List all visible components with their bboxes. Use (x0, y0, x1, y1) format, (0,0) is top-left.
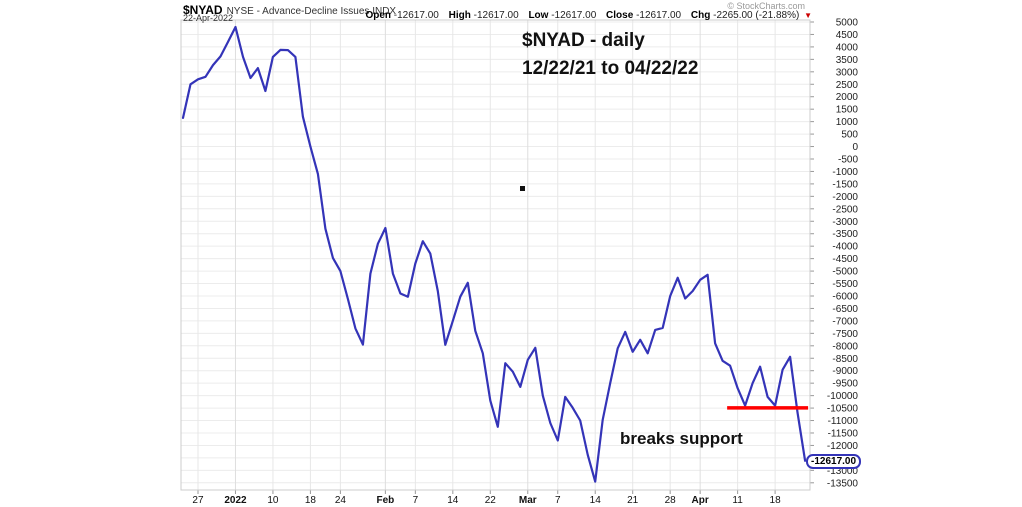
y-axis-label: -12000 (827, 441, 859, 452)
y-axis-label: -11000 (828, 416, 859, 427)
y-axis-label: -9500 (832, 379, 858, 390)
y-axis-label: -2000 (832, 192, 858, 203)
down-arrow-icon: ▼ (804, 11, 812, 20)
y-axis-label: 5000 (836, 18, 859, 29)
y-axis-label: -5500 (832, 279, 858, 290)
y-axis-label: 4500 (836, 30, 859, 41)
low-value: -12617.00 (551, 10, 597, 21)
y-axis-label: -10000 (827, 391, 859, 402)
plot-frame (180, 19, 811, 491)
chart-date: 22-Apr-2022 (183, 13, 234, 23)
high-label: High (448, 10, 471, 21)
y-axis-label: -1000 (832, 167, 858, 178)
low-label: Low (528, 10, 549, 21)
price-line (181, 25, 807, 483)
x-axis-label: Mar (519, 495, 537, 506)
y-axis-label: -13500 (827, 478, 859, 489)
open-value: -12617.00 (393, 10, 439, 21)
y-axis-label: 1000 (836, 117, 859, 128)
y-axis-label: 4000 (836, 42, 859, 53)
y-axis-label: -10500 (827, 404, 859, 415)
y-axis-label: -8000 (832, 341, 858, 352)
y-axis-label: -6500 (832, 304, 858, 315)
x-axis-label: 7 (555, 495, 561, 506)
y-axis-label: -6000 (832, 291, 858, 302)
x-axis-label: 10 (267, 495, 279, 506)
close-value: -12617.00 (636, 10, 682, 21)
annotation-breaks-support: breaks support (620, 429, 743, 448)
last-price-badge: -12617.00 (806, 454, 862, 469)
y-axis-label: -3500 (832, 229, 858, 240)
x-axis-label: 11 (732, 495, 743, 506)
chg-label: Chg (690, 10, 711, 21)
y-axis-label: 3000 (836, 67, 859, 78)
y-axis-label: -1500 (832, 179, 858, 190)
y-axis-label: 2500 (836, 80, 859, 91)
x-axis-label: 18 (770, 495, 782, 506)
high-value: -12617.00 (473, 10, 519, 21)
x-axis-label: 27 (192, 495, 204, 506)
y-axis-label: 3500 (836, 55, 859, 66)
x-axis-label: 24 (335, 495, 347, 506)
chart-header: $NYAD NYSE - Advance-Decline Issues INDX (183, 1, 396, 19)
chg-value: -2265.00 (-21.88%) (713, 10, 800, 21)
y-axis-label: 0 (852, 142, 858, 153)
x-axis-label: Apr (692, 495, 709, 506)
x-axis-label: 21 (627, 495, 639, 506)
x-axis-label: 14 (447, 495, 459, 506)
x-axis-label: 18 (305, 495, 317, 506)
annotation-dot (520, 186, 525, 191)
y-axis-label: -7000 (832, 316, 858, 327)
y-axis-label: -500 (838, 154, 858, 165)
close-label: Close (606, 10, 634, 21)
symbol-title: $NYAD (183, 3, 223, 17)
y-axis-label: -4000 (832, 242, 858, 253)
open-label: Open (365, 10, 391, 21)
y-axis-label: -11500 (828, 428, 859, 439)
ohlc-strip: Open -12617.00 High -12617.00 Low -12617… (358, 10, 812, 21)
y-axis-label: 1500 (836, 105, 859, 116)
annotation-range-title-line1: $NYAD - daily (522, 30, 645, 51)
y-axis-label: -9000 (832, 366, 858, 377)
x-axis-label: 7 (413, 495, 419, 506)
stockcharts-credit: © StockCharts.com (727, 1, 805, 11)
y-axis-label: -7500 (832, 329, 858, 340)
y-axis-label: -8500 (832, 354, 858, 365)
x-axis-label: 28 (665, 495, 677, 506)
y-axis-label: 500 (841, 130, 858, 141)
symbol-description: NYSE - Advance-Decline Issues INDX (226, 6, 397, 17)
y-axis-label: -3000 (832, 217, 858, 228)
x-axis-label: 2022 (224, 495, 247, 506)
y-axis-label: -5000 (832, 267, 858, 278)
y-axis-label: -4500 (832, 254, 858, 265)
annotation-range-title-line2: 12/22/21 to 04/22/22 (522, 58, 699, 79)
y-axis-label: -2500 (832, 204, 858, 215)
y-axis-label: 2000 (836, 92, 859, 103)
x-axis-label: 22 (485, 495, 497, 506)
x-axis-label: Feb (376, 495, 394, 506)
annotation-range-title: $NYAD - daily 12/22/21 to 04/22/22 (522, 27, 698, 83)
x-axis-label: 14 (590, 495, 602, 506)
y-axis-label: -13000 (827, 466, 859, 477)
